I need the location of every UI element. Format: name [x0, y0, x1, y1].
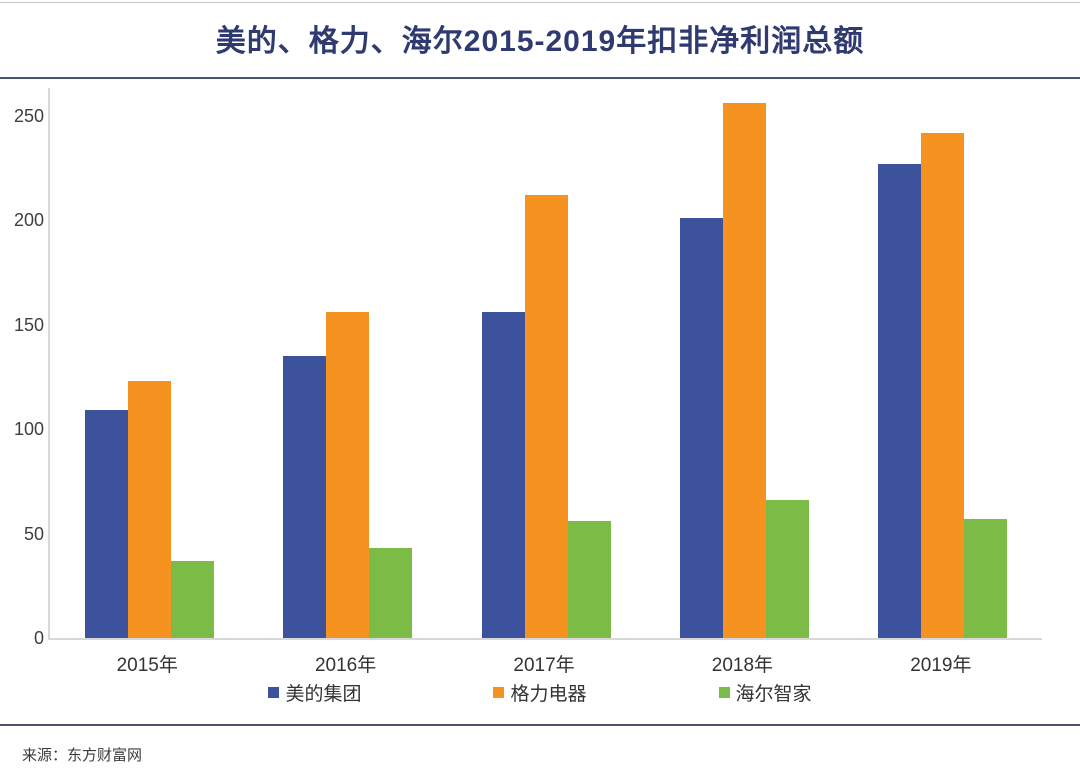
bar	[326, 312, 370, 638]
bar	[921, 133, 965, 638]
bar	[170, 561, 214, 638]
bar-group	[645, 88, 843, 638]
bar	[567, 521, 611, 638]
legend-marker-icon	[268, 687, 280, 698]
legend-item: 格力电器	[493, 679, 587, 706]
legend-item: 美的集团	[268, 679, 361, 706]
chart-title: 美的、格力、海尔2015-2019年扣非净利润总额	[215, 25, 865, 58]
bar	[765, 500, 809, 638]
top-hairline-divider	[0, 2, 1080, 3]
x-axis-label: 2017年	[513, 655, 575, 676]
y-axis-tick-label: 100	[13, 419, 44, 440]
y-axis: 0 50 100 150 200 250	[0, 88, 44, 648]
legend-marker-icon	[718, 687, 730, 698]
bar-group	[50, 88, 248, 638]
x-axis-label: 2018年	[711, 655, 774, 676]
bar	[127, 381, 171, 638]
legend-label: 海尔智家	[735, 684, 812, 705]
x-axis-label: 2015年	[116, 655, 178, 676]
legend-label: 美的集团	[285, 684, 362, 705]
bar-group	[248, 88, 446, 638]
y-axis-tick-label: 250	[13, 106, 44, 126]
chart-area: 0 50 100 150 200 250	[0, 88, 1080, 648]
y-axis-tick-label: 50	[23, 523, 44, 544]
title-divider	[0, 77, 1080, 79]
bar-groups	[50, 88, 1042, 638]
bar	[679, 218, 723, 638]
y-axis-tick-label: 150	[13, 314, 44, 335]
legend-label: 格力电器	[510, 684, 587, 705]
bar	[524, 195, 568, 638]
bar	[369, 548, 413, 638]
legend-marker-icon	[493, 687, 505, 698]
bar-group	[844, 88, 1042, 638]
legend-item: 海尔智家	[718, 679, 812, 706]
bar	[964, 519, 1008, 638]
x-axis-label: 2016年	[314, 655, 377, 676]
legend: 美的集团 格力电器 海尔智家	[0, 679, 1080, 706]
bar-group	[447, 88, 645, 638]
bar	[481, 312, 525, 638]
y-axis-tick-label: 200	[13, 210, 44, 231]
bar	[878, 164, 922, 638]
source-text: 来源：东方财富网	[22, 747, 143, 764]
bar	[84, 410, 128, 638]
source-divider	[0, 724, 1080, 726]
bar	[283, 356, 327, 638]
bar	[722, 103, 766, 638]
x-axis-label: 2019年	[910, 655, 972, 676]
x-axis-labels: 2015年 2016年 2017年 2018年 2019年	[48, 650, 1040, 677]
plot-area	[48, 88, 1042, 640]
y-axis-tick-label: 0	[33, 628, 44, 648]
